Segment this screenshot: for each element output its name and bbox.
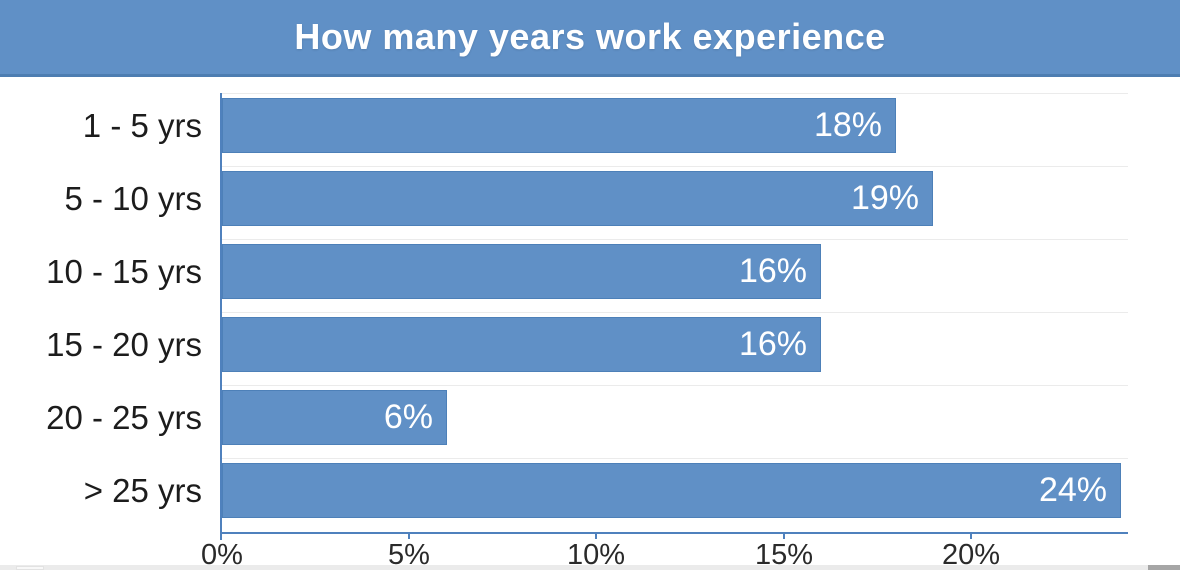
x-axis-tick-label: 0% [201, 539, 243, 570]
category-axis-label: > 25 yrs [83, 471, 202, 509]
x-axis-tick [595, 534, 597, 539]
row-separator-line [222, 458, 1128, 459]
x-axis-tick [783, 534, 785, 539]
row-separator-line [222, 385, 1128, 386]
chart-header-band: How many years work experience [0, 0, 1180, 77]
screen-edge-strip [0, 565, 1180, 570]
bar: 24% [222, 463, 1121, 518]
bar: 18% [222, 98, 896, 153]
bar-value-label: 16% [738, 252, 807, 290]
x-axis-tick [970, 534, 972, 539]
bar-value-label: 18% [813, 106, 882, 144]
category-axis-label: 1 - 5 yrs [82, 106, 202, 144]
category-axis-label: 5 - 10 yrs [64, 179, 202, 217]
row-separator-line [222, 239, 1128, 240]
row-separator-line [222, 166, 1128, 167]
screen-edge-fragment-right [1148, 565, 1180, 570]
category-axis-label: 10 - 15 yrs [46, 252, 202, 290]
bar: 16% [222, 244, 821, 299]
bar: 6% [222, 390, 447, 445]
bar: 19% [222, 171, 933, 226]
row-separator-line [222, 93, 1128, 94]
category-axis-label: 15 - 20 yrs [46, 325, 202, 363]
y-axis-line [220, 93, 222, 540]
x-axis-tick-label: 5% [388, 539, 430, 570]
x-axis-tick-label: 20% [941, 539, 1001, 570]
x-axis-tick-label: 15% [754, 539, 814, 570]
screen-edge-fragment-left [16, 566, 44, 570]
bar-value-label: 6% [383, 398, 433, 436]
bar-value-label: 24% [1038, 471, 1107, 509]
x-axis-tick [408, 534, 410, 539]
x-axis-tick-label: 10% [566, 539, 626, 570]
row-separator-line [222, 312, 1128, 313]
chart-title: How many years work experience [294, 16, 886, 57]
bar-value-label: 19% [850, 179, 919, 217]
category-axis-label: 20 - 25 yrs [46, 398, 202, 436]
x-axis-line [220, 532, 1128, 534]
bar: 16% [222, 317, 821, 372]
bar-value-label: 16% [738, 325, 807, 363]
